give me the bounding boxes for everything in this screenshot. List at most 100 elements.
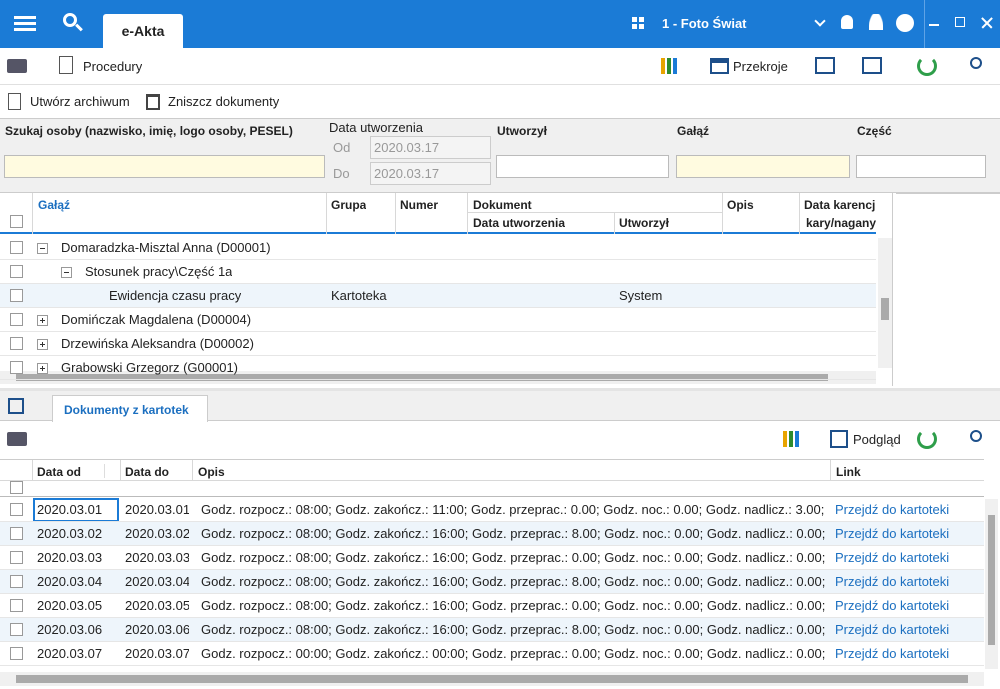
link-cell[interactable]: Przejdź do kartoteki xyxy=(835,550,949,566)
v-scrollbar[interactable] xyxy=(878,238,892,368)
print-button[interactable] xyxy=(7,59,27,73)
minimize[interactable] xyxy=(929,24,939,26)
tree-row[interactable]: Domaradzka-Misztal Anna (D00001) xyxy=(0,236,876,260)
part-select[interactable] xyxy=(856,155,986,178)
from-date[interactable]: 2020.03.17 xyxy=(370,136,491,159)
chart-button[interactable] xyxy=(661,58,679,74)
node-label: Domaradzka-Misztal Anna (D00001) xyxy=(61,240,271,256)
filter-search[interactable] xyxy=(970,57,982,69)
date-from-cell[interactable]: 2020.03.04 xyxy=(33,570,119,594)
panel-icon[interactable] xyxy=(8,398,24,414)
destroy-documents[interactable]: Zniszcz dokumenty xyxy=(168,94,279,110)
document-row[interactable]: 2020.03.072020.03.07Godz. rozpocz.: 00:0… xyxy=(0,642,984,666)
row-checkbox[interactable] xyxy=(10,575,23,588)
filter-search[interactable] xyxy=(970,430,982,442)
to-date[interactable]: 2020.03.17 xyxy=(370,162,491,185)
row-checkbox[interactable] xyxy=(10,527,23,540)
date-from-cell[interactable]: 2020.03.07 xyxy=(33,642,119,666)
column-header[interactable]: Link xyxy=(836,464,861,480)
expand-button[interactable] xyxy=(37,339,48,350)
chart-button[interactable] xyxy=(783,431,801,447)
company-dropdown[interactable] xyxy=(814,15,825,26)
preview-button[interactable]: Podgląd xyxy=(853,432,901,448)
h-thumb[interactable] xyxy=(16,675,968,683)
document-row[interactable]: 2020.03.022020.03.02Godz. rozpocz.: 08:0… xyxy=(0,522,984,546)
branch-select[interactable] xyxy=(676,155,850,178)
collapse-button[interactable] xyxy=(61,267,72,278)
create-archive[interactable]: Utwórz archiwum xyxy=(30,94,130,110)
sections-menu[interactable]: Przekroje xyxy=(733,59,788,75)
search-input[interactable] xyxy=(4,155,325,178)
maximize[interactable] xyxy=(955,17,965,27)
column-header[interactable]: Gałąź xyxy=(38,197,70,213)
document-row[interactable]: 2020.03.032020.03.03Godz. rozpocz.: 08:0… xyxy=(0,546,984,570)
column-header[interactable]: Utworzył xyxy=(619,215,669,231)
column-header[interactable]: Grupa xyxy=(331,197,366,213)
link-cell[interactable]: Przejdź do kartoteki xyxy=(835,646,949,662)
document-row[interactable]: 2020.03.052020.03.05Godz. rozpocz.: 08:0… xyxy=(0,594,984,618)
notifications[interactable] xyxy=(841,15,853,29)
date-from-cell[interactable]: 2020.03.03 xyxy=(33,546,119,570)
row-checkbox[interactable] xyxy=(10,623,23,636)
tab-label: e-Akta xyxy=(103,23,183,39)
tree-row[interactable]: Stosunek pracy\Część 1a xyxy=(0,260,876,284)
user[interactable] xyxy=(869,14,883,30)
select-all[interactable] xyxy=(10,481,23,494)
tree-row[interactable]: Domińczak Magdalena (D00004) xyxy=(0,308,876,332)
refresh-button[interactable] xyxy=(917,429,937,449)
document-row[interactable]: 2020.03.062020.03.06Godz. rozpocz.: 08:0… xyxy=(0,618,984,642)
link-cell[interactable]: Przejdź do kartoteki xyxy=(835,502,949,518)
tree-row[interactable]: Ewidencja czasu pracyKartotekaSystem xyxy=(0,284,876,308)
row-checkbox[interactable] xyxy=(10,337,23,350)
v-thumb[interactable] xyxy=(881,298,889,320)
link-cell[interactable]: Przejdź do kartoteki xyxy=(835,598,949,614)
v-scrollbar[interactable] xyxy=(985,499,998,669)
created-by-select[interactable] xyxy=(496,155,669,178)
sort-indicator[interactable] xyxy=(104,464,118,478)
select-all[interactable] xyxy=(10,215,23,228)
tree-row[interactable]: Drzewińska Aleksandra (D00002) xyxy=(0,332,876,356)
company-name[interactable]: 1 - Foto Świat xyxy=(662,16,747,32)
tree-row[interactable]: Grabowski Grzegorz (G00001) xyxy=(0,356,876,380)
column-header[interactable]: Data do xyxy=(125,464,169,480)
column-separator xyxy=(395,193,396,234)
expand-button[interactable] xyxy=(37,315,48,326)
row-checkbox[interactable] xyxy=(10,361,23,374)
layout-button[interactable] xyxy=(815,57,835,74)
document-row[interactable]: 2020.03.012020.03.01Godz. rozpocz.: 08:0… xyxy=(0,498,984,522)
module-tab[interactable]: e-Akta xyxy=(103,14,183,48)
row-checkbox[interactable] xyxy=(10,647,23,660)
row-checkbox[interactable] xyxy=(10,241,23,254)
column-header[interactable]: Opis xyxy=(727,197,754,213)
document-row[interactable]: 2020.03.042020.03.04Godz. rozpocz.: 08:0… xyxy=(0,570,984,594)
expand-button[interactable] xyxy=(37,363,48,374)
column-header[interactable]: Opis xyxy=(198,464,225,480)
date-from-cell[interactable]: 2020.03.01 xyxy=(33,498,119,522)
procedures-menu[interactable]: Procedury xyxy=(83,59,142,75)
column-header[interactable]: Data od xyxy=(37,464,81,480)
row-checkbox[interactable] xyxy=(10,551,23,564)
settings-button[interactable] xyxy=(862,57,882,74)
link-cell[interactable]: Przejdź do kartoteki xyxy=(835,574,949,590)
documents-tab[interactable]: Dokumenty z kartotek xyxy=(52,395,208,422)
link-cell[interactable]: Przejdź do kartoteki xyxy=(835,526,949,542)
row-checkbox[interactable] xyxy=(10,503,23,516)
print-button[interactable] xyxy=(7,432,27,446)
date-from-cell[interactable]: 2020.03.02 xyxy=(33,522,119,546)
link-cell[interactable]: Przejdź do kartoteki xyxy=(835,622,949,638)
v-thumb[interactable] xyxy=(988,515,995,645)
column-header[interactable]: Data karencji xyxy=(804,197,876,213)
refresh-button[interactable] xyxy=(917,56,937,76)
h-scrollbar[interactable] xyxy=(0,672,984,686)
date-from-cell[interactable]: 2020.03.05 xyxy=(33,594,119,618)
help[interactable] xyxy=(896,14,914,32)
date-from-cell[interactable]: 2020.03.06 xyxy=(33,618,119,642)
row-checkbox[interactable] xyxy=(10,599,23,612)
row-checkbox[interactable] xyxy=(10,289,23,302)
column-header[interactable]: Data utworzenia xyxy=(473,215,565,231)
row-checkbox[interactable] xyxy=(10,313,23,326)
collapse-button[interactable] xyxy=(37,243,48,254)
menu-button[interactable] xyxy=(14,16,36,19)
column-header[interactable]: Numer xyxy=(400,197,438,213)
row-checkbox[interactable] xyxy=(10,265,23,278)
